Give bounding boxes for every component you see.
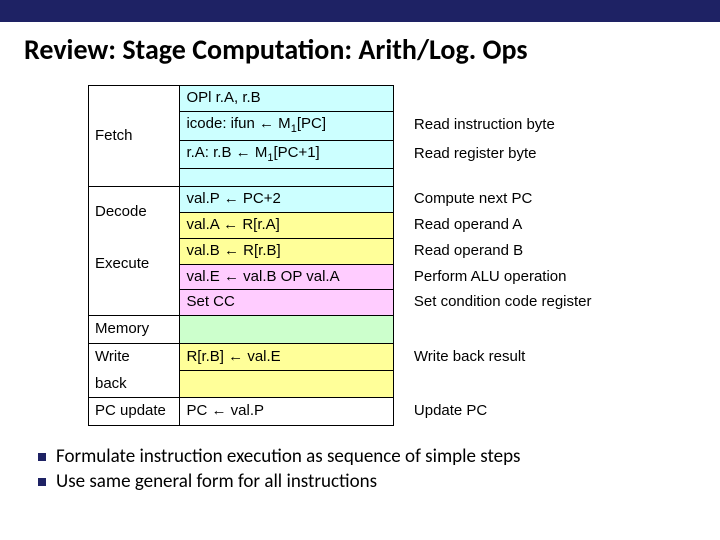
op-text: val.P <box>226 402 264 419</box>
fetch-op-header: OPl r.A, r.B <box>180 86 393 112</box>
slide-title: Review: Stage Computation: Arith/Log. Op… <box>0 22 720 71</box>
memory-desc-empty <box>393 316 647 344</box>
stage-label-spacer <box>89 290 180 316</box>
stage-fetch-label: Fetch <box>89 86 180 187</box>
stage-pcupdate-label: PC update <box>89 398 180 426</box>
execute-desc-cc: Set condition code register <box>393 290 647 316</box>
op-text: [PC+1] <box>273 144 319 161</box>
left-arrow-icon: ← <box>228 348 243 365</box>
decode-desc-b: Read operand B <box>393 238 647 264</box>
execute-op-e: val.E ← val.B OP val.A <box>180 264 393 290</box>
op-text: val.P <box>186 190 223 207</box>
bullet-list: Formulate instruction execution as seque… <box>0 444 720 494</box>
stage-execute-label: Execute <box>89 238 180 290</box>
op-text: R[r.B] <box>239 242 281 259</box>
fetch-desc-empty1 <box>393 86 647 112</box>
left-arrow-icon: ← <box>259 115 274 132</box>
stage-back-label: back <box>89 371 180 398</box>
op-text: M <box>251 144 268 161</box>
writeback-op-empty <box>180 371 393 398</box>
fetch-desc2: Read register byte <box>393 140 647 169</box>
table-row: PC update PC ← val.P Update PC <box>89 398 648 426</box>
valp-desc: Compute next PC <box>393 187 647 213</box>
fetch-op-icode: icode: ifun ← M1[PC] <box>180 111 393 140</box>
list-item: Formulate instruction execution as seque… <box>38 444 692 469</box>
fetch-op-rarb: r.A: r.B ← M1[PC+1] <box>180 140 393 169</box>
table-row: Memory <box>89 316 648 344</box>
left-arrow-icon: ← <box>224 242 239 259</box>
left-arrow-icon: ← <box>211 402 226 419</box>
table-row: back <box>89 371 648 398</box>
fetch-op-empty <box>180 169 393 187</box>
op-text: val.A <box>186 216 223 233</box>
op-text: icode: ifun <box>186 115 259 132</box>
fetch-desc-empty2 <box>393 169 647 187</box>
header-bar <box>0 0 720 22</box>
left-arrow-icon: ← <box>223 216 238 233</box>
writeback-desc-empty <box>393 371 647 398</box>
write-op: R[r.B] ← val.E <box>180 343 393 370</box>
left-arrow-icon: ← <box>236 144 251 161</box>
slide-content: Fetch OPl r.A, r.B icode: ifun ← M1[PC] … <box>0 71 720 426</box>
execute-desc-e: Perform ALU operation <box>393 264 647 290</box>
table-row: Decode val.P ← PC+2 Compute next PC <box>89 187 648 213</box>
execute-op-cc: Set CC <box>180 290 393 316</box>
op-text: PC+2 <box>239 190 281 207</box>
stage-write-label: Write <box>89 343 180 370</box>
pcupdate-desc: Update PC <box>393 398 647 426</box>
left-arrow-icon: ← <box>224 190 239 207</box>
table-row: Execute val.B ← R[r.B] Read operand B <box>89 238 648 264</box>
decode-desc-a: Read operand A <box>393 213 647 239</box>
table-row: Set CC Set condition code register <box>89 290 648 316</box>
list-item: Use same general form for all instructio… <box>38 469 692 494</box>
op-text: val.E <box>186 268 224 285</box>
op-text: R[r.A] <box>238 216 280 233</box>
op-text: M <box>274 115 291 132</box>
fetch-desc1: Read instruction byte <box>393 111 647 140</box>
stage-table: Fetch OPl r.A, r.B icode: ifun ← M1[PC] … <box>88 85 648 426</box>
op-text: val.B OP val.A <box>239 268 340 285</box>
decode-op-a: val.A ← R[r.A] <box>180 213 393 239</box>
op-text: val.E <box>243 348 281 365</box>
left-arrow-icon: ← <box>224 268 239 285</box>
valp-op: val.P ← PC+2 <box>180 187 393 213</box>
op-text: PC <box>186 402 211 419</box>
stage-decode-label: Decode <box>89 187 180 239</box>
table-row: Write R[r.B] ← val.E Write back result <box>89 343 648 370</box>
op-text: [PC] <box>297 115 326 132</box>
memory-op-empty <box>180 316 393 344</box>
stage-memory-label: Memory <box>89 316 180 344</box>
pcupdate-op: PC ← val.P <box>180 398 393 426</box>
op-text: R[r.B] <box>186 348 228 365</box>
write-desc: Write back result <box>393 343 647 370</box>
op-text: r.A: r.B <box>186 144 235 161</box>
op-text: val.B <box>186 242 224 259</box>
decode-op-b: val.B ← R[r.B] <box>180 238 393 264</box>
table-row: Fetch OPl r.A, r.B <box>89 86 648 112</box>
